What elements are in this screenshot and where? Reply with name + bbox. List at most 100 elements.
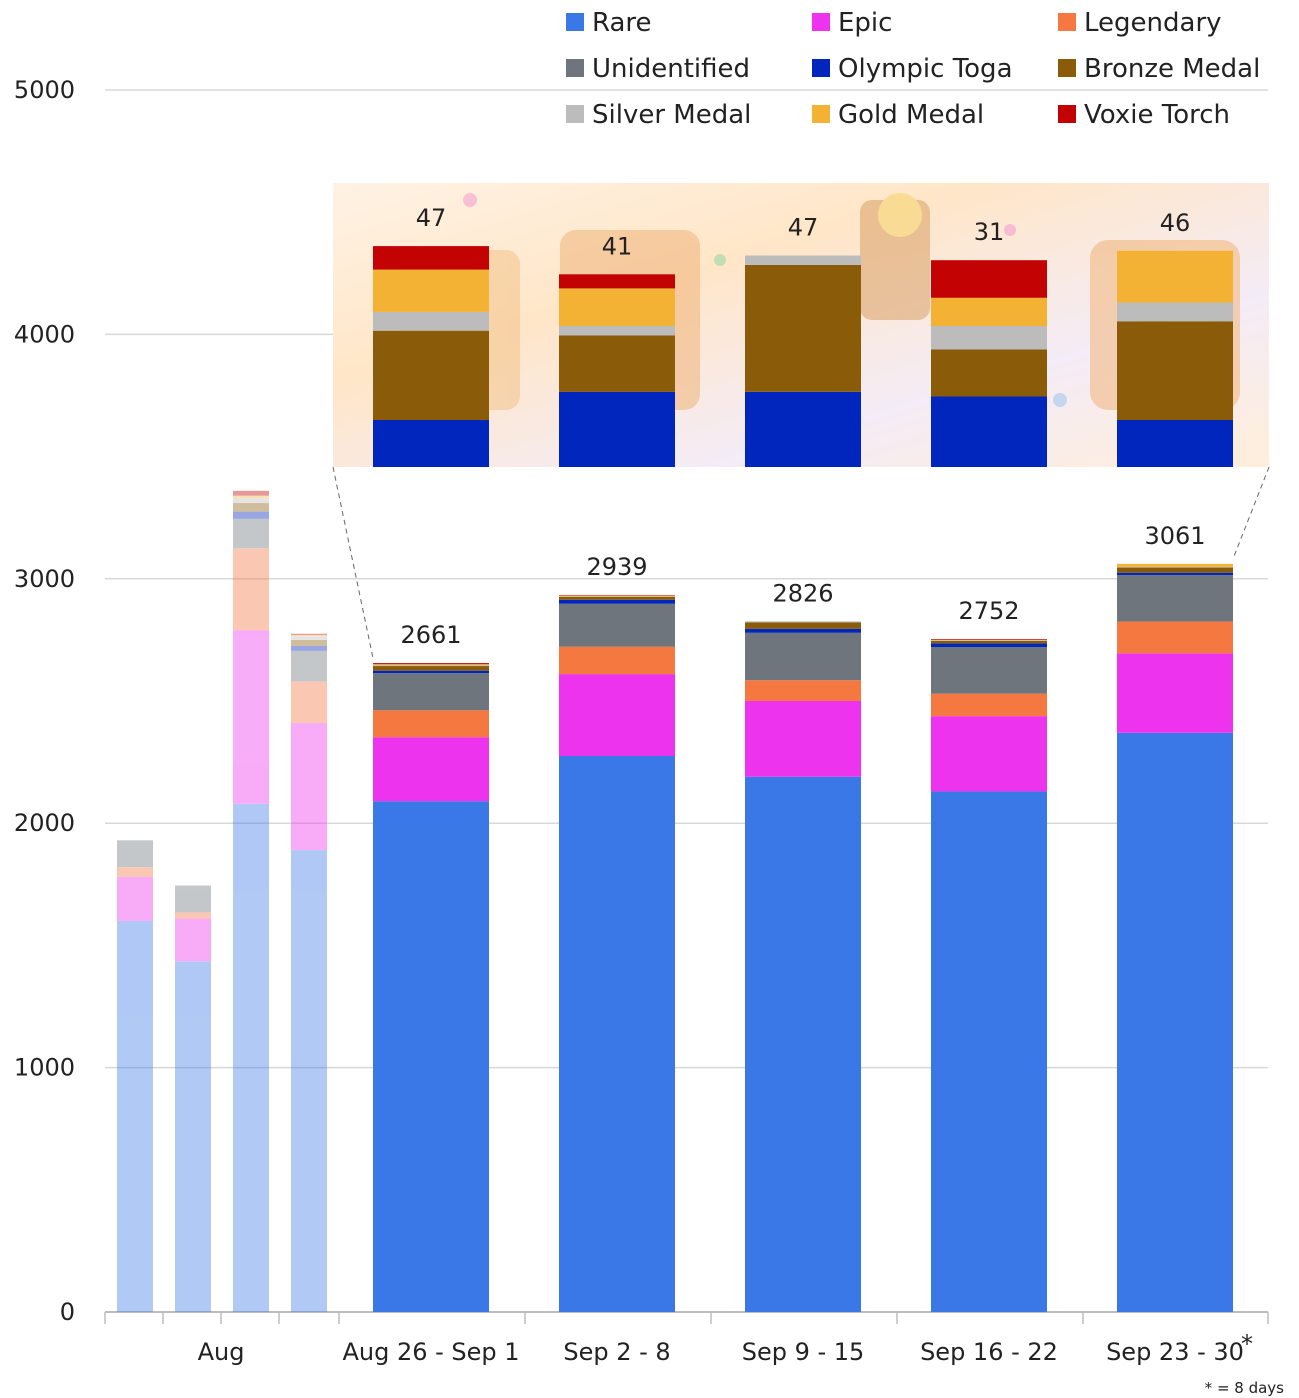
bar-segment-silver-medal <box>931 640 1047 641</box>
aug-bar <box>117 840 153 1312</box>
legend: Rare Epic Legendary Unidentified Olympic Tog… <box>566 8 1260 130</box>
bar-segment-legendary <box>373 710 489 738</box>
bar-segment-bronze-medal <box>373 666 489 671</box>
bar-total-label: 2661 <box>400 621 461 649</box>
inset-total-label: 47 <box>788 214 819 242</box>
aug-bar-segment-rare <box>291 850 327 1312</box>
aug-bar-segment-legendary <box>291 681 327 723</box>
bar-total-label: 2939 <box>586 553 647 581</box>
inset-segment-olympic-toga <box>931 396 1047 467</box>
aug-bar-segment-epic <box>117 876 153 921</box>
inset-segment-silver-medal <box>373 311 489 331</box>
x-tick-label: Sep 16 - 22 <box>920 1338 1058 1366</box>
inset-segment-olympic-toga <box>559 391 675 467</box>
bar-segment-olympic-toga <box>559 599 675 604</box>
aug-bar <box>175 885 211 1312</box>
bar-segment-epic <box>373 737 489 802</box>
inset-total-label: 47 <box>416 204 447 232</box>
aug-bar-segment-voxie-torch <box>233 490 269 496</box>
bar-segment-voxie-torch <box>931 639 1047 640</box>
inset-bar: 47 <box>745 214 861 467</box>
aug-bar-segment-gold-medal <box>291 635 327 637</box>
legend-swatch <box>1058 59 1076 77</box>
legend-swatch <box>566 59 584 77</box>
bar-segment-unidentified <box>745 632 861 681</box>
bar-segment-bronze-medal <box>931 640 1047 644</box>
legend-label: Gold Medal <box>838 100 984 130</box>
inset-segment-bronze-medal <box>373 330 489 420</box>
bar-segment-unidentified <box>1117 575 1233 622</box>
legend-label: Legendary <box>1084 8 1222 38</box>
aug-bar <box>233 490 269 1312</box>
bar-segment-legendary <box>931 693 1047 717</box>
legend-label: Voxie Torch <box>1084 100 1230 130</box>
bar-total-label: 3061 <box>1144 522 1205 550</box>
aug-bar-segment-epic <box>233 630 269 804</box>
inset-total-label: 46 <box>1160 209 1191 237</box>
bar-segment-rare <box>931 791 1047 1312</box>
aug-bar-segment-unidentified <box>233 518 269 549</box>
legend-label: Epic <box>838 8 892 38</box>
inset-segment-voxie-torch <box>559 274 675 289</box>
aug-bar-segment-unidentified <box>175 885 211 913</box>
inset-segment-silver-medal <box>745 255 861 265</box>
y-axis: 0 1000 2000 3000 4000 5000 <box>14 76 75 1326</box>
inset-bar: 31 <box>931 218 1047 467</box>
inset-segment-gold-medal <box>559 288 675 326</box>
y-tick-label: 0 <box>60 1298 75 1326</box>
inset-segment-bronze-medal <box>1117 321 1233 420</box>
bar-segment-epic <box>559 674 675 756</box>
inset-segment-gold-medal <box>931 297 1047 326</box>
aug-bar-segment-voxie-torch <box>291 633 327 636</box>
legend-item-unidentified: Unidentified <box>566 54 750 84</box>
zoom-connector-right <box>1232 466 1270 560</box>
bar-segment-unidentified <box>559 603 675 647</box>
inset-segment-gold-medal <box>373 269 489 312</box>
x-tick-label: Aug 26 - Sep 1 <box>342 1338 519 1366</box>
bar-segment-silver-medal <box>373 665 489 667</box>
bar-sep-23-30: 3061 <box>1117 522 1233 1312</box>
aug-bar-segment-olympic-toga <box>233 511 269 519</box>
bar-sep-9-15: 2826 <box>745 579 861 1312</box>
legend-item-bronze-medal: Bronze Medal <box>1058 54 1260 84</box>
inset-segment-bronze-medal <box>931 349 1047 397</box>
legend-swatch <box>812 13 830 31</box>
inset-segment-olympic-toga <box>1117 420 1233 467</box>
x-tick-label: Aug <box>198 1338 245 1366</box>
bar-segment-legendary <box>745 680 861 701</box>
inset-segment-silver-medal <box>931 326 1047 350</box>
aug-bar-segment-unidentified <box>291 650 327 682</box>
inset-total-label: 41 <box>602 232 633 260</box>
footnote: * = 8 days <box>1205 1379 1285 1397</box>
legend-swatch <box>812 105 830 123</box>
bar-segment-bronze-medal <box>559 596 675 600</box>
bar-sep-2-8: 2939 <box>559 553 675 1312</box>
bar-segment-unidentified <box>931 646 1047 694</box>
bar-segment-silver-medal <box>1117 566 1233 568</box>
aug-bar-segment-epic <box>175 918 211 962</box>
bar-segment-legendary <box>1117 621 1233 654</box>
aug-bar-segment-rare <box>233 803 269 1312</box>
legend-swatch <box>812 59 830 77</box>
inset-segment-silver-medal <box>559 326 675 336</box>
bar-segment-gold-medal <box>1117 563 1233 567</box>
bar-segment-rare <box>745 776 861 1312</box>
inset-segment-silver-medal <box>1117 302 1233 322</box>
inset-segment-voxie-torch <box>373 246 489 270</box>
legend-swatch <box>1058 105 1076 123</box>
bar-segment-voxie-torch <box>559 595 675 596</box>
inset-segment-voxie-torch <box>931 260 1047 298</box>
inset-segment-gold-medal <box>1117 250 1233 303</box>
inset-bar: 46 <box>1117 209 1233 467</box>
inset-segment-olympic-toga <box>745 391 861 467</box>
aug-bar-segment-silver-medal <box>233 498 269 504</box>
bar-segment-bronze-medal <box>745 622 861 629</box>
legend-label: Silver Medal <box>592 100 751 130</box>
y-tick-label: 2000 <box>14 809 75 837</box>
y-tick-label: 3000 <box>14 565 75 593</box>
legend-item-olympic-toga: Olympic Toga <box>812 54 1013 84</box>
x-tick-footnote-mark: * <box>1241 1330 1253 1358</box>
aug-bar-segment-legendary <box>117 867 153 877</box>
aug-bar-segment-rare <box>175 961 211 1312</box>
